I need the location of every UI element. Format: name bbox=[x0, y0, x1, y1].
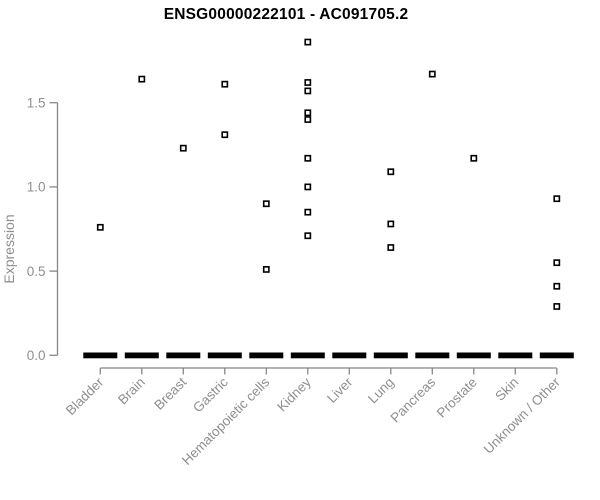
zero-cluster-bar bbox=[498, 352, 533, 359]
data-point bbox=[304, 208, 312, 216]
x-tick-label: Bladder bbox=[63, 374, 107, 418]
zero-cluster-bar bbox=[249, 352, 284, 359]
data-point bbox=[96, 223, 104, 231]
data-point bbox=[221, 80, 229, 88]
x-tick-label: Pancreas bbox=[387, 374, 438, 425]
data-point bbox=[428, 70, 436, 78]
data-point bbox=[304, 154, 312, 162]
data-point bbox=[138, 75, 146, 83]
data-point bbox=[304, 109, 312, 117]
data-point bbox=[304, 87, 312, 95]
zero-cluster-bar bbox=[124, 352, 159, 359]
zero-cluster-bar bbox=[456, 352, 491, 359]
data-point bbox=[262, 200, 270, 208]
y-axis-title: Expression bbox=[1, 214, 17, 283]
y-tick-label: 1.5 bbox=[27, 95, 46, 110]
data-point bbox=[179, 144, 187, 152]
x-tick-label: Brain bbox=[115, 375, 148, 408]
data-point bbox=[304, 116, 312, 123]
data-point bbox=[221, 131, 229, 139]
zero-cluster-bar bbox=[83, 352, 118, 359]
data-point bbox=[262, 266, 270, 273]
chart-title: ENSG00000222101 - AC091705.2 bbox=[163, 6, 409, 23]
y-tick-label: 0.5 bbox=[27, 264, 46, 279]
data-point bbox=[553, 282, 561, 290]
data-point bbox=[387, 168, 395, 176]
x-tick-label: Breast bbox=[151, 374, 189, 412]
zero-cluster-bar bbox=[332, 352, 367, 359]
x-tick-label: Kidney bbox=[274, 374, 314, 414]
zero-cluster-bar bbox=[290, 352, 325, 359]
data-point bbox=[553, 259, 561, 267]
x-tick-label: Unknown / Other bbox=[481, 374, 564, 457]
data-point bbox=[304, 232, 312, 240]
x-tick-label: Skin bbox=[492, 375, 521, 404]
zero-cluster-bar bbox=[166, 352, 201, 359]
y-tick-label: 1.0 bbox=[27, 180, 46, 195]
zero-cluster-bar bbox=[539, 352, 574, 359]
data-point bbox=[304, 79, 312, 86]
x-tick-label: Prostate bbox=[434, 375, 480, 421]
y-tick-label: 0.0 bbox=[27, 348, 46, 363]
data-point bbox=[553, 195, 561, 203]
zero-cluster-bar bbox=[373, 352, 408, 359]
data-point bbox=[304, 183, 312, 191]
data-point bbox=[387, 244, 395, 251]
x-tick-label: Gastric bbox=[190, 374, 231, 415]
zero-cluster-bar bbox=[207, 352, 242, 359]
data-point bbox=[470, 154, 478, 162]
data-point bbox=[553, 303, 561, 310]
x-tick-label: Lung bbox=[365, 375, 397, 407]
data-point bbox=[387, 220, 395, 228]
x-tick-label: Liver bbox=[324, 374, 356, 406]
zero-cluster-bar bbox=[415, 352, 450, 359]
data-point bbox=[304, 38, 312, 46]
